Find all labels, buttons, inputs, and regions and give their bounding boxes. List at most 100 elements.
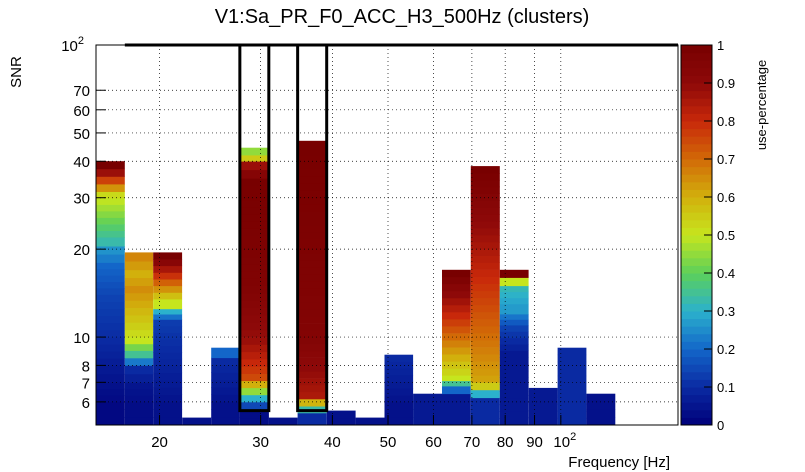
heatmap-cell (96, 330, 125, 338)
heatmap-cells (96, 140, 616, 426)
x-tick-label: 30 (252, 434, 269, 451)
y-tick-label: 102 (61, 35, 84, 55)
heatmap-cell (297, 217, 327, 226)
plot-frame (95, 44, 679, 426)
heatmap-cell (499, 418, 529, 426)
heatmap-cell (153, 409, 183, 418)
heatmap-cell (586, 417, 616, 426)
x-axis-label: Frequency [Hz] (568, 454, 670, 471)
heatmap-cell (124, 350, 154, 359)
heatmap-cell (96, 268, 125, 276)
heatmap-cell (124, 285, 154, 294)
heatmap-cell (470, 283, 500, 292)
heatmap-cell (297, 154, 327, 163)
heatmap-cell (153, 358, 183, 366)
heatmap-cell (470, 228, 500, 236)
heatmap-cell (528, 410, 558, 418)
heatmap-cell (442, 297, 471, 306)
heatmap-cell (442, 304, 471, 313)
heatmap-cell (470, 368, 500, 376)
heatmap-cell (96, 351, 125, 359)
heatmap-cell (470, 166, 500, 174)
heatmap-cell (470, 347, 500, 355)
heatmap-cell (297, 371, 327, 379)
heatmap-cell (153, 314, 183, 320)
colorbar-band (681, 67, 712, 76)
heatmap-cell (499, 377, 529, 385)
heatmap-cell (557, 389, 587, 398)
heatmap-cell (153, 380, 183, 388)
colorbar-band (681, 341, 712, 350)
x-tick-label: 50 (380, 434, 397, 451)
heatmap-cell (124, 322, 154, 331)
colorbar-tick-label: 0.5 (717, 228, 735, 243)
colorbar-band (681, 98, 712, 107)
heatmap-cell (499, 277, 529, 287)
colorbar-band (681, 105, 712, 114)
colorbar-band (681, 288, 712, 297)
heatmap-cell (499, 344, 529, 351)
colorbar-tick-label: 1 (717, 38, 724, 53)
heatmap-cell (153, 345, 183, 353)
colorbar-band (681, 128, 712, 137)
heatmap-cell (384, 368, 414, 376)
heatmap-cell (442, 386, 471, 395)
heatmap-cell (211, 365, 240, 373)
heatmap-cell (239, 235, 269, 244)
heatmap-cell (211, 357, 240, 366)
heatmap-cell (124, 307, 154, 316)
heatmap-cell (124, 409, 154, 418)
colorbar-band (681, 303, 712, 312)
heatmap-cell (470, 179, 500, 188)
heatmap-cell (297, 168, 327, 177)
heatmap-cell (297, 364, 327, 372)
heatmap-cell (96, 204, 125, 212)
heatmap-cell (557, 375, 587, 384)
colorbar-band (681, 136, 712, 145)
heatmap-cell (239, 155, 269, 162)
heatmap-cell (297, 196, 327, 205)
heatmap-cell (586, 409, 616, 418)
heatmap-cell (442, 361, 471, 369)
heatmap-cell (442, 326, 471, 334)
heatmap-cell (297, 147, 327, 156)
colorbar-band (681, 394, 712, 403)
heatmap-cell (557, 403, 587, 412)
heatmap-cell (297, 267, 327, 275)
heatmap-cell (239, 329, 269, 338)
colorbar-tick-label: 0.4 (717, 266, 735, 281)
heatmap-cell (442, 276, 471, 285)
heatmap-cell (96, 161, 125, 170)
heatmap-cell (96, 344, 125, 352)
heatmap-cell (96, 262, 125, 270)
heatmap-cell (96, 337, 125, 345)
heatmap-cell (153, 292, 183, 300)
heatmap-cell (470, 255, 500, 263)
heatmap-cell (124, 417, 154, 426)
heatmap-cell (499, 285, 529, 293)
heatmap-cell (124, 337, 154, 345)
heatmap-cell (239, 322, 269, 331)
y-tick-label: 30 (73, 191, 90, 208)
colorbar-band (681, 265, 712, 274)
colorbar-band (681, 280, 712, 289)
heatmap-cell (297, 288, 327, 296)
colorbar-band (681, 166, 712, 175)
colorbar-band (681, 212, 712, 221)
heatmap-cell (239, 366, 269, 374)
heatmap-cell (442, 401, 471, 410)
heatmap-cell (297, 350, 327, 358)
heatmap-cell (124, 269, 154, 279)
heatmap-cell (239, 178, 269, 186)
colorbar-band (681, 257, 712, 266)
heatmap-cell (96, 237, 125, 247)
heatmap-cell (297, 391, 327, 400)
heatmap-cell (96, 417, 125, 426)
heatmap-cell (297, 378, 327, 386)
heatmap-cell (124, 382, 154, 390)
heatmap-cell (326, 410, 356, 419)
heatmap-cell (96, 184, 125, 192)
colorbar-band (681, 273, 712, 282)
colorbar-band (681, 333, 712, 342)
colorbar-band (681, 151, 712, 160)
